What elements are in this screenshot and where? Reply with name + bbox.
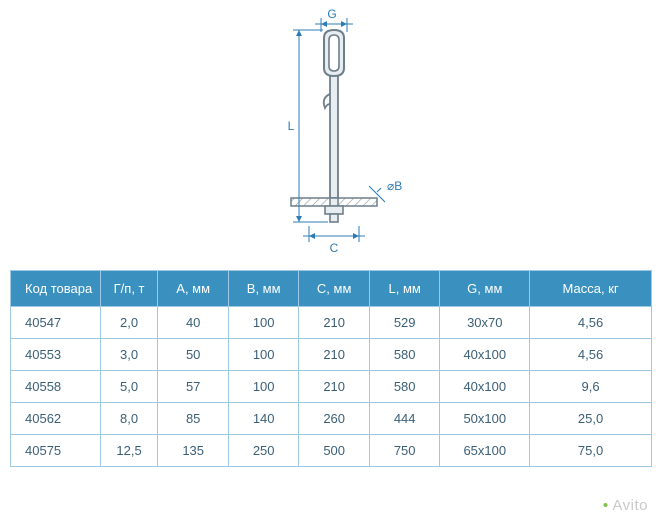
col-header-l: L, мм <box>369 271 440 307</box>
table-header: Код товара Г/п, т А, мм В, мм С, мм L, м… <box>11 271 652 307</box>
cell-a: 40 <box>158 307 229 339</box>
spec-table: Код товара Г/п, т А, мм В, мм С, мм L, м… <box>10 270 652 467</box>
cell-mass: 9,6 <box>530 371 652 403</box>
cell-b: 140 <box>228 403 299 435</box>
cell-l: 444 <box>369 403 440 435</box>
table-row: 40558 5,0 57 100 210 580 40x100 9,6 <box>11 371 652 403</box>
cell-code: 40558 <box>11 371 101 403</box>
cell-g: 30x70 <box>440 307 530 339</box>
cell-g: 40x100 <box>440 339 530 371</box>
cell-c: 210 <box>299 339 370 371</box>
cell-gp: 3,0 <box>100 339 158 371</box>
cell-l: 750 <box>369 435 440 467</box>
cell-mass: 25,0 <box>530 403 652 435</box>
anchor-diagram: G L <box>221 8 441 263</box>
spec-table-container: Код товара Г/п, т А, мм В, мм С, мм L, м… <box>0 270 662 467</box>
cell-a: 135 <box>158 435 229 467</box>
cell-code: 40562 <box>11 403 101 435</box>
col-header-c: С, мм <box>299 271 370 307</box>
shaft <box>330 76 338 198</box>
dim-l-label: L <box>288 119 295 133</box>
cell-l: 580 <box>369 371 440 403</box>
cell-gp: 12,5 <box>100 435 158 467</box>
cell-c: 210 <box>299 307 370 339</box>
cell-mass: 4,56 <box>530 307 652 339</box>
shaft-end <box>330 214 338 222</box>
cell-a: 50 <box>158 339 229 371</box>
cell-gp: 5,0 <box>100 371 158 403</box>
col-header-gp: Г/п, т <box>100 271 158 307</box>
dim-g-label: G <box>327 8 336 21</box>
cell-l: 529 <box>369 307 440 339</box>
page: G L <box>0 0 662 524</box>
table-row: 40547 2,0 40 100 210 529 30x70 4,56 <box>11 307 652 339</box>
eye-ring <box>324 30 344 76</box>
watermark-brand: Avito <box>612 497 648 514</box>
table-row: 40562 8,0 85 140 260 444 50x100 25,0 <box>11 403 652 435</box>
col-header-mass: Масса, кг <box>530 271 652 307</box>
table-row: 40575 12,5 135 250 500 750 65x100 75,0 <box>11 435 652 467</box>
cell-g: 65x100 <box>440 435 530 467</box>
cell-code: 40575 <box>11 435 101 467</box>
cell-c: 500 <box>299 435 370 467</box>
cell-code: 40547 <box>11 307 101 339</box>
cell-a: 85 <box>158 403 229 435</box>
cell-l: 580 <box>369 339 440 371</box>
col-header-b: В, мм <box>228 271 299 307</box>
cell-b: 100 <box>228 307 299 339</box>
col-header-code: Код товара <box>11 271 101 307</box>
base-plate <box>291 198 377 206</box>
cell-a: 57 <box>158 371 229 403</box>
washer <box>325 206 343 214</box>
table-row: 40553 3,0 50 100 210 580 40x100 4,56 <box>11 339 652 371</box>
col-header-g: G, мм <box>440 271 530 307</box>
cell-c: 210 <box>299 371 370 403</box>
cell-g: 50x100 <box>440 403 530 435</box>
watermark: • Avito <box>603 497 648 514</box>
table-body: 40547 2,0 40 100 210 529 30x70 4,56 4055… <box>11 307 652 467</box>
cell-gp: 8,0 <box>100 403 158 435</box>
safety-catch <box>324 94 330 108</box>
dim-c-label: C <box>330 241 339 255</box>
diagram-container: G L <box>0 0 662 270</box>
cell-mass: 4,56 <box>530 339 652 371</box>
cell-b: 100 <box>228 371 299 403</box>
cell-b: 250 <box>228 435 299 467</box>
dim-b-label: ⌀B <box>387 179 402 193</box>
col-header-a: А, мм <box>158 271 229 307</box>
cell-b: 100 <box>228 339 299 371</box>
cell-g: 40x100 <box>440 371 530 403</box>
cell-c: 260 <box>299 403 370 435</box>
cell-mass: 75,0 <box>530 435 652 467</box>
watermark-dot-icon: • <box>603 497 609 514</box>
cell-code: 40553 <box>11 339 101 371</box>
cell-gp: 2,0 <box>100 307 158 339</box>
